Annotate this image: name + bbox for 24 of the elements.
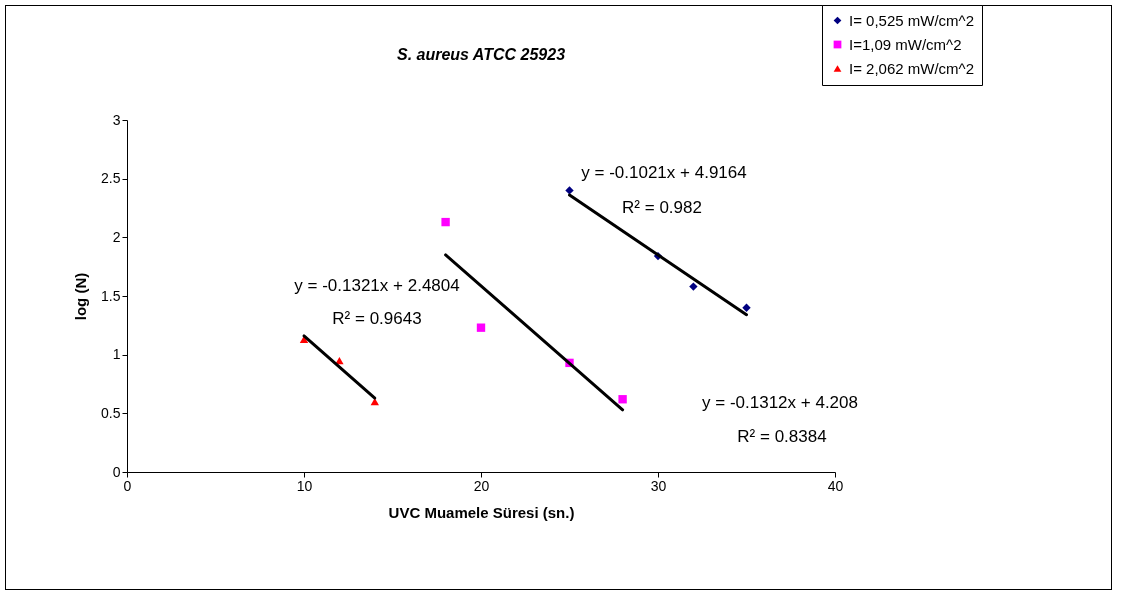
x-tick-label: 0 — [123, 477, 132, 494]
x-tick-label: 40 — [827, 477, 844, 494]
y-tick-label: 2.5 — [101, 170, 121, 187]
legend-label: I= 2,062 mW/cm^2 — [849, 59, 974, 77]
annotation: R² = 0.982 — [622, 198, 702, 217]
y-tick-label: 2 — [112, 228, 121, 245]
annotation: y = -0.1321x + 2.4804 — [294, 276, 460, 295]
annotation: y = -0.1021x + 4.9164 — [581, 163, 747, 182]
legend-label: I= 0,525 mW/cm^2 — [849, 11, 974, 29]
y-axis-title: log (N) — [72, 272, 90, 321]
legend-label: I=1,09 mW/cm^2 — [849, 35, 962, 53]
x-tick-label: 30 — [650, 477, 667, 494]
annotation: R² = 0.8384 — [737, 427, 827, 446]
x-tick-label: 20 — [473, 477, 490, 494]
y-tick-label: 1 — [112, 346, 121, 363]
annotation: R² = 0.9643 — [332, 309, 422, 328]
x-tick-label: 10 — [296, 477, 313, 494]
chart-title: S. aureus ATCC 25923 — [396, 46, 566, 63]
annotation: y = -0.1312x + 4.208 — [702, 393, 858, 412]
y-tick-label: 3 — [112, 111, 121, 128]
x-axis-title: UVC Muamele Süresi (sn.) — [388, 503, 575, 521]
y-tick-label: 0.5 — [101, 404, 121, 421]
y-tick-label: 0 — [112, 463, 121, 480]
y-tick-label: 1.5 — [101, 287, 121, 304]
